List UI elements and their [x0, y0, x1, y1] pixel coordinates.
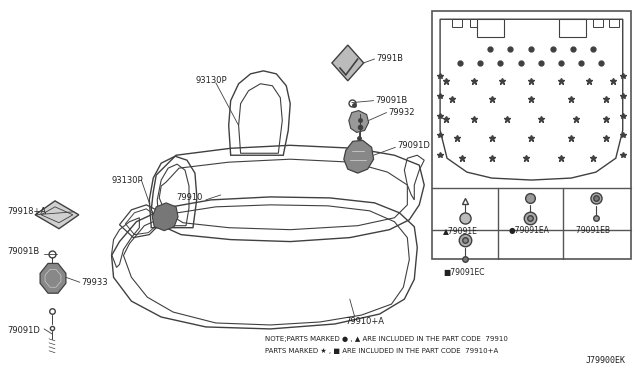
Text: 7991B: 7991B [376, 54, 404, 64]
Text: 79091B: 79091B [7, 247, 40, 256]
Text: 79932: 79932 [388, 108, 415, 117]
Text: 79091B: 79091B [376, 96, 408, 105]
Polygon shape [344, 140, 374, 173]
Polygon shape [349, 110, 369, 132]
Text: ▲79091E: ▲79091E [443, 226, 478, 235]
Text: 79091D: 79091D [7, 326, 40, 336]
Polygon shape [559, 19, 586, 37]
Polygon shape [35, 201, 79, 229]
Polygon shape [593, 19, 603, 27]
Text: NOTE;PARTS MARKED ● , ▲ ARE INCLUDED IN THE PART CODE  79910: NOTE;PARTS MARKED ● , ▲ ARE INCLUDED IN … [266, 336, 508, 342]
Text: 79918+A: 79918+A [7, 207, 47, 216]
Polygon shape [470, 19, 480, 27]
Polygon shape [332, 45, 364, 81]
Text: 93130P: 93130P [196, 76, 228, 85]
Polygon shape [609, 19, 619, 27]
Polygon shape [452, 19, 462, 27]
Polygon shape [152, 203, 178, 231]
Polygon shape [40, 263, 66, 293]
Text: 79910+A: 79910+A [345, 317, 384, 327]
Text: ■79091EC: ■79091EC [443, 268, 484, 277]
Text: PARTS MARKED ★ , ■ ARE INCLUDED IN THE PART CODE  79910+A: PARTS MARKED ★ , ■ ARE INCLUDED IN THE P… [266, 348, 499, 354]
Text: 79091EB: 79091EB [574, 226, 610, 235]
Text: 79091D: 79091D [397, 141, 430, 150]
Text: 93130P: 93130P [111, 176, 143, 185]
Text: J79900EK: J79900EK [586, 356, 626, 365]
Text: 79910: 79910 [176, 193, 202, 202]
Text: 79933: 79933 [82, 278, 108, 287]
Text: ●79091EA: ●79091EA [509, 226, 550, 235]
Polygon shape [477, 19, 504, 37]
